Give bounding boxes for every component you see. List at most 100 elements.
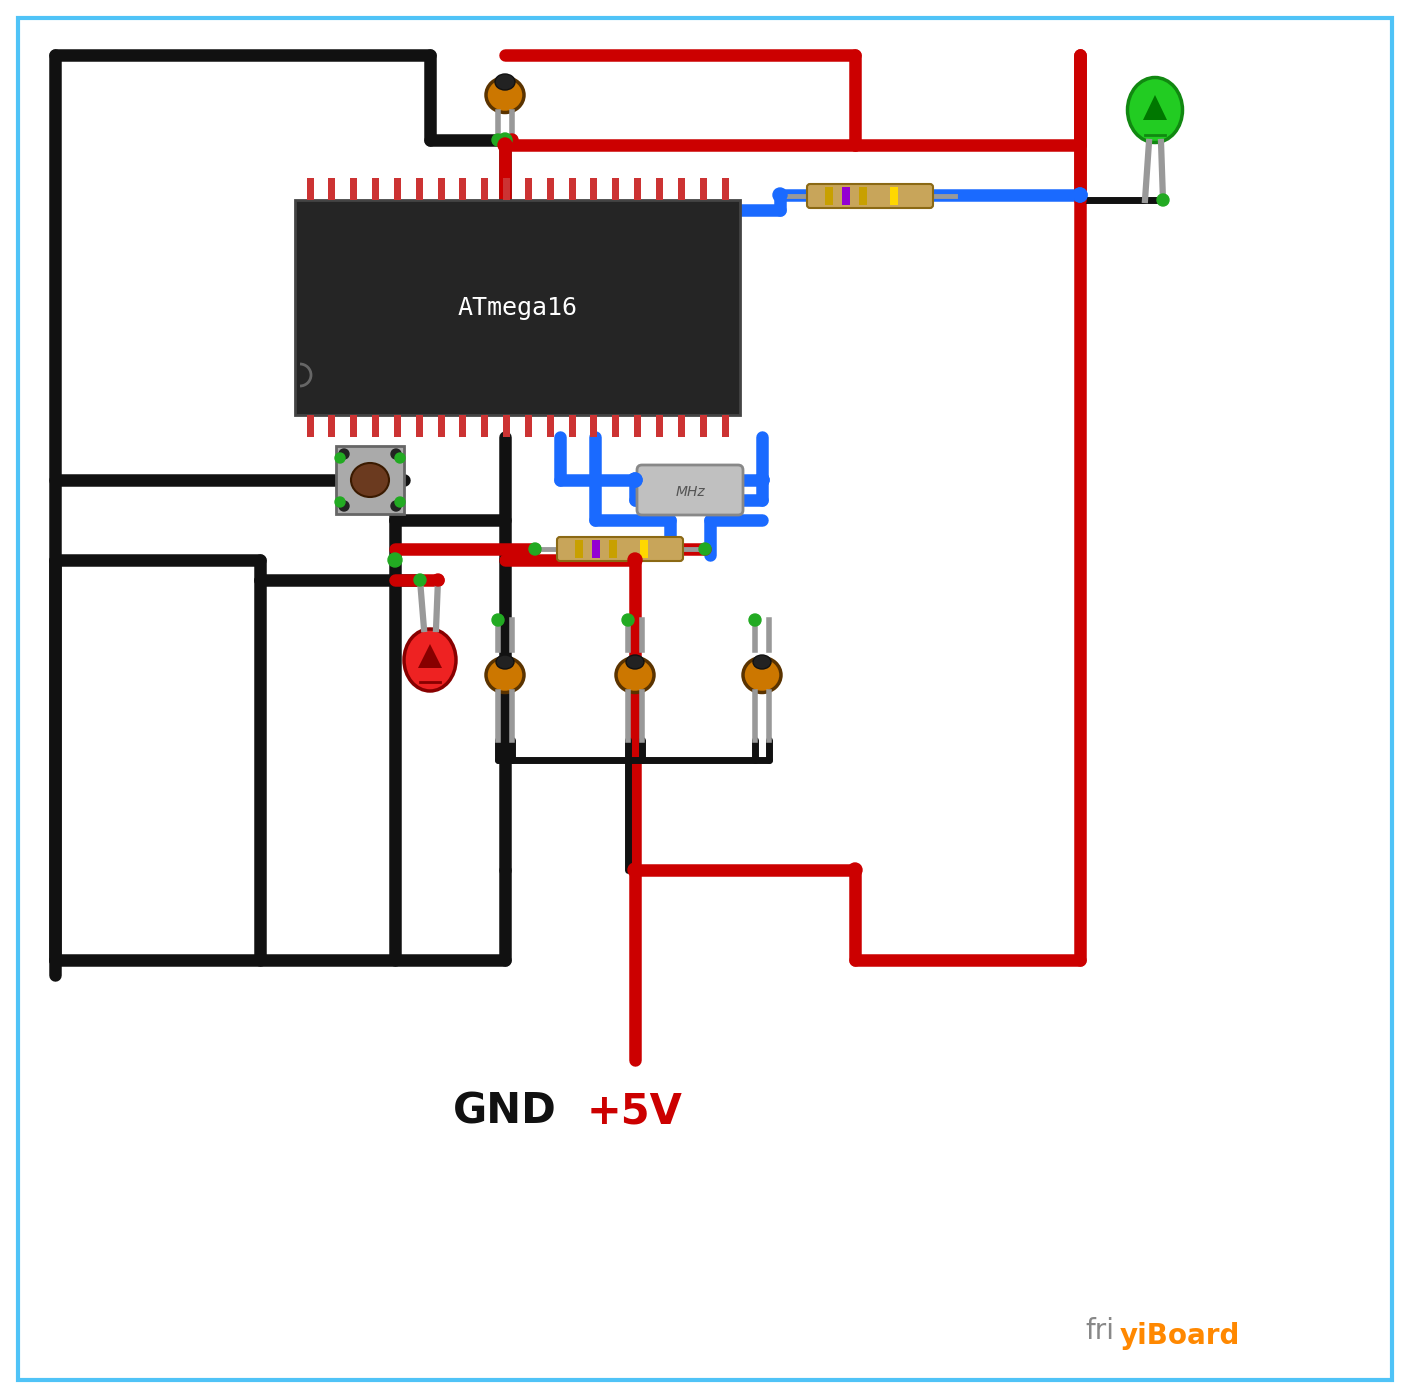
Bar: [569, 178, 576, 200]
Bar: [415, 178, 422, 200]
Circle shape: [491, 615, 504, 626]
Bar: [613, 178, 620, 200]
Circle shape: [530, 543, 541, 554]
Bar: [438, 178, 445, 200]
Circle shape: [335, 454, 345, 463]
Circle shape: [395, 497, 405, 507]
Bar: [459, 178, 466, 200]
Bar: [481, 178, 489, 200]
Ellipse shape: [486, 658, 524, 693]
Bar: [306, 414, 313, 437]
Circle shape: [395, 454, 405, 463]
Bar: [415, 414, 422, 437]
Bar: [634, 414, 641, 437]
Circle shape: [772, 188, 786, 202]
Circle shape: [849, 862, 861, 876]
Bar: [657, 178, 664, 200]
Circle shape: [1073, 188, 1087, 202]
Circle shape: [432, 574, 443, 587]
Bar: [336, 447, 404, 514]
Bar: [329, 178, 335, 200]
Bar: [722, 414, 729, 437]
Bar: [842, 188, 850, 204]
FancyBboxPatch shape: [808, 183, 933, 209]
Bar: [546, 414, 554, 437]
Bar: [657, 414, 664, 437]
Bar: [640, 540, 648, 559]
Bar: [503, 178, 510, 200]
Circle shape: [391, 449, 401, 459]
Bar: [825, 188, 833, 204]
Circle shape: [339, 449, 349, 459]
Bar: [350, 178, 357, 200]
Ellipse shape: [753, 655, 771, 669]
FancyBboxPatch shape: [637, 465, 743, 515]
Circle shape: [755, 473, 770, 487]
Bar: [569, 414, 576, 437]
Bar: [350, 414, 357, 437]
Circle shape: [699, 543, 712, 554]
Bar: [525, 414, 532, 437]
Ellipse shape: [352, 463, 388, 497]
Text: ATmega16: ATmega16: [457, 295, 578, 319]
Circle shape: [623, 615, 634, 626]
Text: fri: fri: [1084, 1317, 1114, 1345]
Bar: [546, 178, 554, 200]
Circle shape: [628, 473, 642, 487]
Bar: [678, 178, 685, 200]
Bar: [394, 414, 401, 437]
Ellipse shape: [1128, 77, 1182, 143]
Bar: [503, 414, 510, 437]
Text: yiBoard: yiBoard: [1120, 1322, 1240, 1350]
Bar: [700, 178, 706, 200]
Bar: [394, 178, 401, 200]
Circle shape: [335, 497, 345, 507]
Text: +5V: +5V: [587, 1091, 683, 1133]
Ellipse shape: [626, 655, 644, 669]
Circle shape: [388, 553, 402, 567]
Bar: [329, 414, 335, 437]
Bar: [890, 188, 898, 204]
Bar: [592, 540, 600, 559]
Bar: [438, 414, 445, 437]
Ellipse shape: [486, 77, 524, 112]
Circle shape: [339, 501, 349, 511]
Circle shape: [628, 553, 642, 567]
Text: MHz: MHz: [675, 484, 705, 498]
Bar: [295, 200, 740, 414]
Bar: [678, 414, 685, 437]
Circle shape: [498, 139, 513, 153]
Circle shape: [414, 574, 426, 587]
Bar: [613, 414, 620, 437]
Bar: [459, 414, 466, 437]
Bar: [590, 414, 597, 437]
Bar: [525, 178, 532, 200]
FancyBboxPatch shape: [556, 538, 683, 561]
Bar: [306, 178, 313, 200]
Bar: [481, 414, 489, 437]
Ellipse shape: [616, 658, 654, 693]
Circle shape: [498, 133, 513, 147]
Ellipse shape: [404, 629, 456, 692]
Circle shape: [505, 134, 518, 146]
Polygon shape: [418, 644, 442, 668]
Circle shape: [1156, 195, 1169, 206]
Bar: [609, 540, 617, 559]
Bar: [575, 540, 583, 559]
Bar: [722, 178, 729, 200]
Bar: [371, 414, 378, 437]
Bar: [700, 414, 706, 437]
Circle shape: [491, 134, 504, 146]
Bar: [371, 178, 378, 200]
Bar: [634, 178, 641, 200]
Circle shape: [1073, 188, 1087, 202]
Ellipse shape: [496, 655, 514, 669]
Circle shape: [748, 615, 761, 626]
Circle shape: [628, 473, 642, 487]
Text: GND: GND: [453, 1091, 556, 1133]
Ellipse shape: [743, 658, 781, 693]
Circle shape: [391, 501, 401, 511]
Polygon shape: [1142, 95, 1166, 120]
Bar: [590, 178, 597, 200]
Bar: [858, 188, 867, 204]
